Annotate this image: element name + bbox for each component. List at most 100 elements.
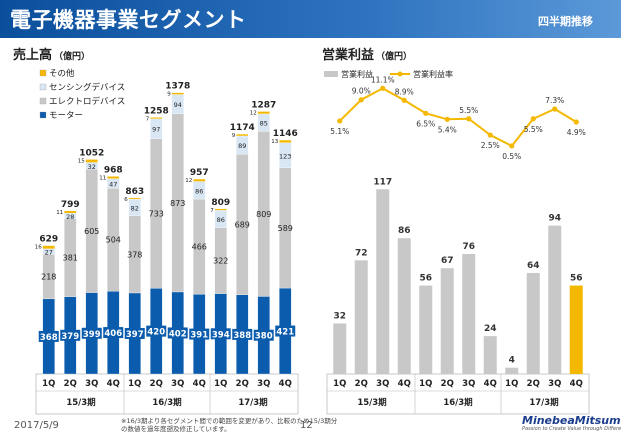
bar-value-other: 7 bbox=[146, 116, 150, 122]
bar-value-electro: 605 bbox=[84, 227, 99, 236]
sales-unit: （億円） bbox=[54, 52, 91, 62]
bar-value-electro: 733 bbox=[149, 209, 164, 218]
bar-value-electro: 218 bbox=[41, 273, 56, 282]
margin-point bbox=[423, 110, 429, 116]
x-tick-label: 3Q bbox=[376, 379, 389, 389]
profit-bar-value: 117 bbox=[373, 177, 392, 187]
bar-segment bbox=[214, 208, 227, 211]
margin-point bbox=[466, 116, 472, 122]
bar-value-sensing: 28 bbox=[66, 213, 74, 221]
margin-point bbox=[444, 116, 450, 122]
x-tick-label: 1Q bbox=[333, 379, 346, 389]
profit-bar bbox=[462, 254, 476, 374]
profit-bar-value: 94 bbox=[548, 214, 561, 224]
bar-segment bbox=[236, 133, 249, 137]
motor-label-bg bbox=[146, 325, 167, 337]
bar-value-sensing: 47 bbox=[109, 180, 117, 188]
profit-bar bbox=[333, 323, 347, 374]
bar-total: 629 bbox=[39, 235, 58, 245]
bar-value-sensing: 94 bbox=[174, 101, 182, 109]
footer-note-line1: ※16/3期より各セグメント間での範囲を変更があり、比較のため15/3期分 bbox=[121, 417, 338, 425]
bar-value-other: 11 bbox=[56, 210, 63, 216]
footer-note-line2: の数値を過年度遡及修正しています。 bbox=[121, 425, 231, 433]
bar-value-motor: 391 bbox=[190, 331, 208, 341]
margin-point bbox=[573, 119, 579, 125]
motor-label-bg bbox=[167, 327, 188, 339]
margin-point bbox=[487, 132, 493, 138]
x-tick-label: 1Q bbox=[42, 379, 55, 389]
bar-segment bbox=[279, 139, 292, 143]
bar-total: 957 bbox=[190, 168, 209, 178]
x-tick-label: 2Q bbox=[441, 379, 454, 389]
motor-label-bg bbox=[275, 325, 296, 337]
bar-value-sensing: 82 bbox=[131, 204, 139, 212]
x-tick-label: 3Q bbox=[462, 379, 475, 389]
x-tick-label: 1Q bbox=[419, 379, 432, 389]
x-tick-label: 3Q bbox=[257, 379, 270, 389]
profit-bar-value: 64 bbox=[527, 261, 540, 271]
bar-value-motor: 379 bbox=[61, 332, 79, 342]
bar-value-sensing: 86 bbox=[195, 187, 203, 195]
bar-value-other: 11 bbox=[99, 175, 106, 181]
logo-tagline: Passion to Create Value through Differen… bbox=[522, 426, 621, 432]
axis-box bbox=[35, 373, 299, 415]
bar-value-sensing: 32 bbox=[88, 163, 96, 171]
bar-value-electro: 873 bbox=[170, 199, 185, 208]
x-tick-label: 3Q bbox=[85, 379, 98, 389]
profit-bar-value: 56 bbox=[570, 274, 583, 284]
header-bar: 電子機器事業セグメント 四半期推移 bbox=[0, 0, 621, 38]
bar-segment bbox=[107, 176, 120, 179]
x-tick-label: 3Q bbox=[171, 379, 184, 389]
bar-value-other: 7 bbox=[210, 208, 214, 214]
group-label: 17/3期 bbox=[238, 397, 268, 408]
bar-segment bbox=[193, 178, 206, 182]
profit-bar-value: 4 bbox=[509, 356, 515, 366]
legend-swatch-2 bbox=[39, 83, 47, 91]
legend-swatch-3 bbox=[39, 69, 47, 77]
profit-bar-value: 76 bbox=[462, 242, 475, 252]
bar-value-electro: 809 bbox=[256, 210, 271, 219]
page-title: 電子機器事業セグメント bbox=[10, 8, 247, 32]
profit-bar bbox=[483, 336, 497, 374]
footer-date: 2017/5/9 bbox=[14, 420, 59, 431]
footer-note: ※16/3期より各セグメント間での範囲を変更があり、比較のため15/3期分 の数… bbox=[121, 417, 337, 433]
legend-swatch-1 bbox=[39, 97, 47, 105]
x-tick-label: 1Q bbox=[214, 379, 227, 389]
margin-point bbox=[337, 118, 343, 124]
margin-label: 2.5% bbox=[481, 141, 500, 150]
axis-box bbox=[326, 373, 590, 415]
page-number: 12 bbox=[300, 420, 313, 431]
x-tick-label: 4Q bbox=[193, 379, 206, 389]
bar-value-sensing: 123 bbox=[279, 152, 291, 160]
bar-segment bbox=[128, 197, 141, 200]
x-tick-label: 2Q bbox=[150, 379, 163, 389]
legend-label-2: センシングデバイス bbox=[49, 82, 125, 93]
profit-bar bbox=[569, 285, 583, 374]
bar-total: 1174 bbox=[230, 123, 255, 133]
bar-value-other: 9 bbox=[167, 92, 171, 98]
margin-label: 7.3% bbox=[545, 96, 564, 105]
bar-total: 1258 bbox=[144, 106, 169, 116]
profit-bar bbox=[548, 225, 562, 374]
motor-label-bg bbox=[81, 327, 102, 339]
bar-value-electro: 689 bbox=[235, 220, 250, 229]
group-label: 15/3期 bbox=[66, 397, 96, 408]
margin-point bbox=[401, 97, 407, 103]
bar-total: 1287 bbox=[251, 100, 276, 110]
x-tick-label: 1Q bbox=[128, 379, 141, 389]
profit-chart: 営業利益 営業利益率 32 1Q 72 2Q 117 3Q 86 4Q 56 1Q 67 2Q 76 3Q 24… bbox=[324, 69, 590, 415]
legend-label-0: モーター bbox=[49, 111, 83, 121]
group-label: 16/3期 bbox=[152, 397, 182, 408]
bar-value-other: 16 bbox=[35, 245, 42, 251]
bar-value-sensing: 89 bbox=[238, 142, 246, 150]
profit-bar bbox=[526, 272, 540, 374]
bar-value-sensing: 86 bbox=[217, 216, 225, 224]
profit-bar bbox=[354, 260, 368, 374]
profit-bar-value: 24 bbox=[484, 324, 497, 334]
motor-label-bg bbox=[60, 329, 81, 341]
bar-value-motor: 420 bbox=[147, 328, 165, 338]
x-tick-label: 4Q bbox=[398, 379, 411, 389]
bar-value-other: 13 bbox=[271, 139, 278, 145]
group-label: 16/3期 bbox=[443, 397, 473, 408]
